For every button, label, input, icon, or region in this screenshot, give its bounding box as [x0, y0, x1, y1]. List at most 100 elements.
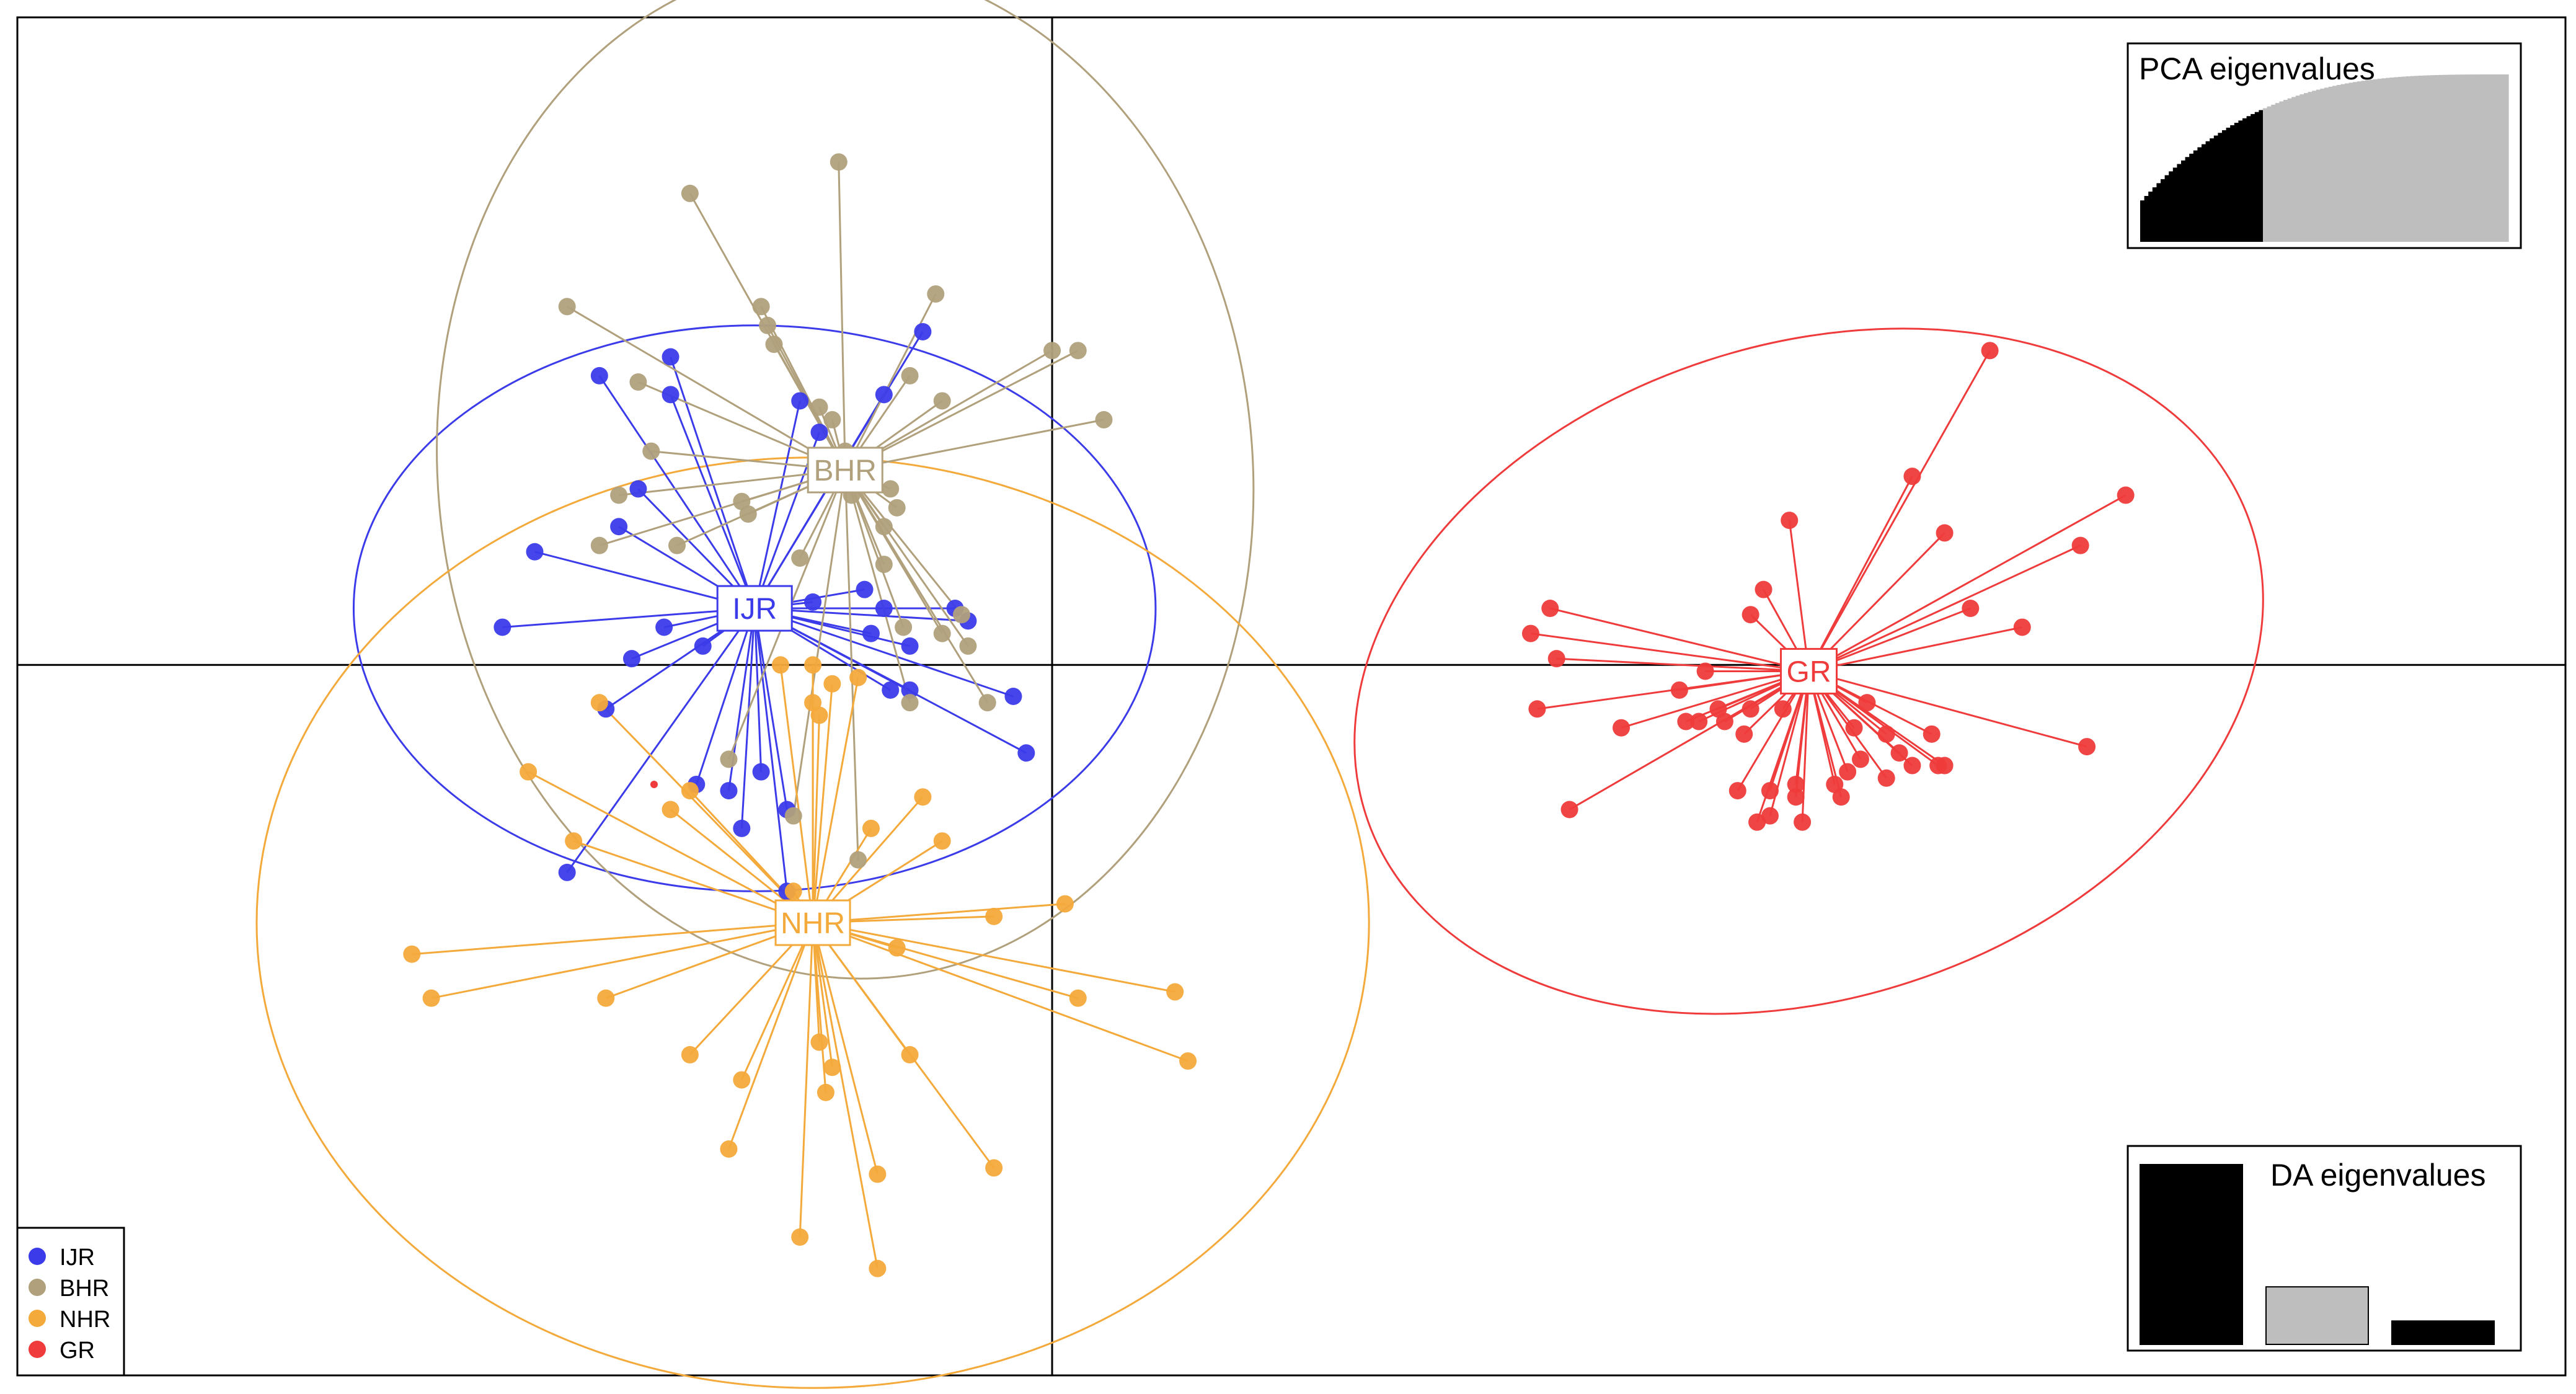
- pca-eigen-bar: [2254, 112, 2259, 242]
- pca-eigen-bar: [2348, 82, 2353, 242]
- point-ijr: [610, 518, 628, 536]
- group-labels: IJR BHR NHR GR: [716, 446, 1838, 946]
- point-ijr: [882, 681, 900, 699]
- pca-eigen-bar: [2242, 118, 2247, 242]
- spoke-gr: [1808, 350, 1991, 672]
- spoke-ijr: [740, 608, 756, 829]
- legend-entry-ijr: IJR: [29, 1245, 95, 1271]
- point-nhr: [804, 656, 822, 674]
- pca-eigen-bar: [2218, 133, 2223, 242]
- pca-eigen-bar: [2402, 76, 2407, 242]
- spoke-gr: [1808, 494, 2127, 672]
- pca-eigen-bar: [2504, 74, 2509, 242]
- point-nhr: [888, 939, 906, 957]
- point-bhr: [642, 442, 660, 460]
- point-nhr: [823, 675, 841, 693]
- da-eigen-bar: [2140, 1164, 2243, 1345]
- pca-eigen-bar: [2267, 106, 2272, 242]
- spoke-nhr: [812, 921, 1079, 1000]
- spoke-gr: [1621, 670, 1809, 729]
- spoke-gr: [1808, 626, 2023, 672]
- pca-eigen-bar: [2373, 79, 2378, 242]
- group-label-nhr: NHR: [774, 899, 851, 946]
- point-ijr: [791, 392, 809, 410]
- spoke-bhr: [844, 350, 1079, 471]
- pca-eigen-bar: [2275, 103, 2280, 242]
- pca-eigen-bar: [2488, 74, 2493, 242]
- point-ijr: [901, 637, 919, 655]
- point-bhr: [849, 851, 867, 869]
- pca-eigen-bar: [2234, 123, 2239, 242]
- pca-eigen-bar: [2202, 144, 2206, 242]
- spoke-gr: [1788, 520, 1810, 672]
- spoke-bhr: [844, 469, 859, 860]
- pca-eigen-bar: [2332, 86, 2337, 242]
- point-gr: [1690, 713, 1708, 730]
- pca-eigen-bar: [2308, 92, 2313, 242]
- point-ijr: [1004, 688, 1022, 705]
- spoke-nhr: [799, 922, 814, 1238]
- pca-eigen-bar: [2320, 88, 2325, 242]
- spoke-ijr: [753, 608, 763, 772]
- spoke-gr: [1808, 544, 2081, 672]
- pca-eigen-bar: [2377, 78, 2382, 242]
- point-gr: [1715, 713, 1733, 730]
- spoke-bhr: [844, 469, 969, 647]
- spoke-bhr: [838, 162, 846, 471]
- pca-eigen-bar: [2438, 74, 2443, 242]
- spoke-nhr: [598, 702, 814, 924]
- pca-eigen-bar: [2324, 87, 2329, 242]
- point-nhr: [1056, 895, 1074, 913]
- point-gr: [1528, 700, 1546, 718]
- pca-eigen-bar: [2172, 167, 2177, 242]
- point-gr: [1742, 606, 1759, 624]
- point-nhr: [914, 788, 932, 806]
- point-nhr: [810, 706, 828, 724]
- point-nhr: [791, 1228, 809, 1246]
- spoke-nhr: [431, 921, 813, 1000]
- point-bhr: [752, 298, 770, 316]
- point-nhr: [1179, 1052, 1197, 1070]
- pca-eigen-bar: [2447, 74, 2452, 242]
- spoke-ijr: [695, 608, 756, 785]
- point-gr: [1560, 801, 1578, 819]
- point-gr: [1761, 782, 1779, 800]
- point-ijr: [914, 322, 932, 340]
- pca-eigen-bar: [2365, 80, 2370, 242]
- pca-eigen-bar: [2316, 89, 2321, 242]
- point-gr: [1728, 782, 1746, 800]
- point-ijr: [862, 624, 880, 642]
- pca-eigen-bar: [2336, 85, 2341, 242]
- pca-eigen-bar: [2210, 138, 2215, 242]
- pca-eigen-bar: [2394, 77, 2399, 242]
- point-stray: [650, 781, 658, 788]
- axes: [17, 17, 2565, 1375]
- inset-pca-eigenvalues: PCA eigenvalues: [2127, 42, 2522, 249]
- point-gr: [1903, 468, 1921, 486]
- pca-eigen-bar: [2140, 200, 2145, 242]
- point-bhr: [823, 411, 841, 428]
- point-nhr: [1069, 989, 1087, 1007]
- pca-eigen-bar: [2471, 74, 2476, 242]
- point-ijr: [733, 819, 751, 837]
- pca-eigen-bar: [2476, 74, 2481, 242]
- point-bhr: [681, 184, 699, 202]
- pca-eigen-bar: [2414, 76, 2419, 242]
- point-bhr: [610, 486, 628, 504]
- point-nhr: [681, 782, 699, 800]
- point-gr: [1877, 725, 1895, 743]
- point-bhr: [759, 316, 777, 334]
- legend: IJR BHR NHR GR: [16, 1227, 125, 1377]
- pca-eigen-bar: [2287, 98, 2292, 242]
- pca-eigen-bar: [2251, 113, 2255, 242]
- point-bhr: [875, 556, 893, 574]
- pca-eigen-bar: [2271, 104, 2276, 242]
- point-ijr: [720, 782, 738, 800]
- pca-eigen-bar: [2185, 157, 2190, 242]
- point-gr: [1541, 600, 1559, 618]
- point-bhr: [952, 606, 970, 624]
- spoke-nhr: [740, 922, 814, 1081]
- spoke-nhr: [728, 922, 814, 1150]
- point-nhr: [810, 1033, 828, 1051]
- point-nhr: [901, 1046, 919, 1063]
